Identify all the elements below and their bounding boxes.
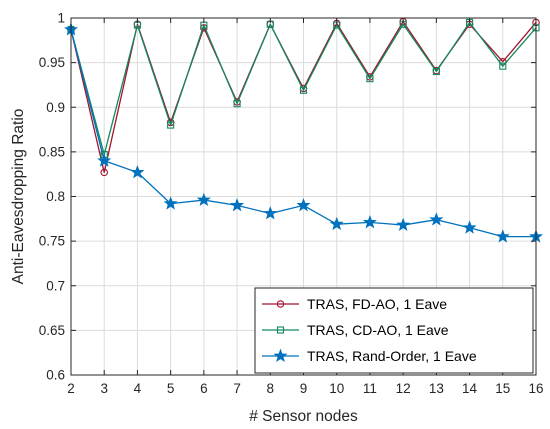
legend-marker	[273, 348, 288, 362]
x-tick-label: 6	[200, 381, 208, 396]
x-tick-label: 4	[134, 381, 142, 396]
data-point	[429, 212, 444, 226]
legend-entry: TRAS, CD-AO, 1 Eave	[262, 322, 449, 338]
data-point	[299, 86, 308, 94]
legend: TRAS, FD-AO, 1 Eave TRAS, CD-AO, 1 Eave TR…	[254, 287, 534, 374]
y-tick-label: 0.8	[46, 189, 65, 204]
data-point	[230, 198, 245, 212]
series-tras-rand-order-1-eave	[64, 22, 543, 243]
x-tick-label: 11	[363, 381, 377, 396]
x-tick-label: 9	[300, 381, 308, 396]
data-point	[97, 153, 112, 167]
x-tick-label: 13	[429, 381, 444, 396]
y-tick-label: 0.85	[39, 144, 65, 159]
data-point	[263, 206, 278, 220]
series-line	[70, 21, 537, 156]
data-point	[163, 196, 178, 210]
x-tick-label: 7	[233, 381, 241, 396]
legend-entry: TRAS, Rand-Order, 1 Eave	[262, 348, 477, 364]
legend-entry: TRAS, FD-AO, 1 Eave	[262, 296, 447, 312]
x-tick-label: 2	[67, 381, 75, 396]
y-tick-label: 0.9	[46, 100, 65, 115]
y-axis-label: Anti-Eavesdropping Ratio	[10, 109, 27, 285]
x-tick-label: 14	[462, 381, 478, 396]
x-tick-label: 5	[167, 381, 175, 396]
y-tick-label: 0.65	[39, 323, 65, 338]
series-group	[64, 17, 543, 243]
y-tick-label: 0.75	[39, 234, 65, 249]
data-point	[362, 215, 377, 229]
legend-box	[254, 287, 534, 374]
y-tick-label: 0.6	[46, 368, 65, 383]
x-tick-label: 12	[396, 381, 411, 396]
data-point	[499, 62, 507, 70]
data-point	[329, 216, 344, 231]
y-tick-label: 0.95	[39, 55, 65, 70]
data-point	[296, 198, 311, 212]
legend-label: TRAS, FD-AO, 1 Eave	[307, 296, 447, 312]
data-point	[130, 165, 145, 179]
data-point	[233, 100, 241, 108]
x-tick-label: 8	[267, 381, 275, 396]
legend-marker	[276, 326, 285, 334]
data-point	[432, 68, 440, 76]
data-point	[167, 121, 175, 129]
legend-label: TRAS, CD-AO, 1 Eave	[307, 322, 449, 338]
legend-marker	[276, 300, 285, 308]
x-tick-label: 15	[495, 381, 510, 396]
data-point	[366, 75, 374, 83]
y-tick-label: 0.7	[46, 278, 65, 293]
x-tick-label: 10	[329, 381, 344, 396]
data-point	[196, 192, 211, 207]
data-point	[100, 168, 108, 177]
legend-label: TRAS, Rand-Order, 1 Eave	[307, 348, 477, 364]
x-axis-label: # Sensor nodes	[249, 408, 358, 425]
y-tick-label: 1	[57, 11, 65, 26]
data-point	[396, 217, 411, 232]
x-tick-label: 3	[100, 381, 108, 396]
x-tick-label: 16	[528, 381, 543, 396]
data-point	[495, 229, 510, 243]
data-point	[462, 220, 477, 234]
